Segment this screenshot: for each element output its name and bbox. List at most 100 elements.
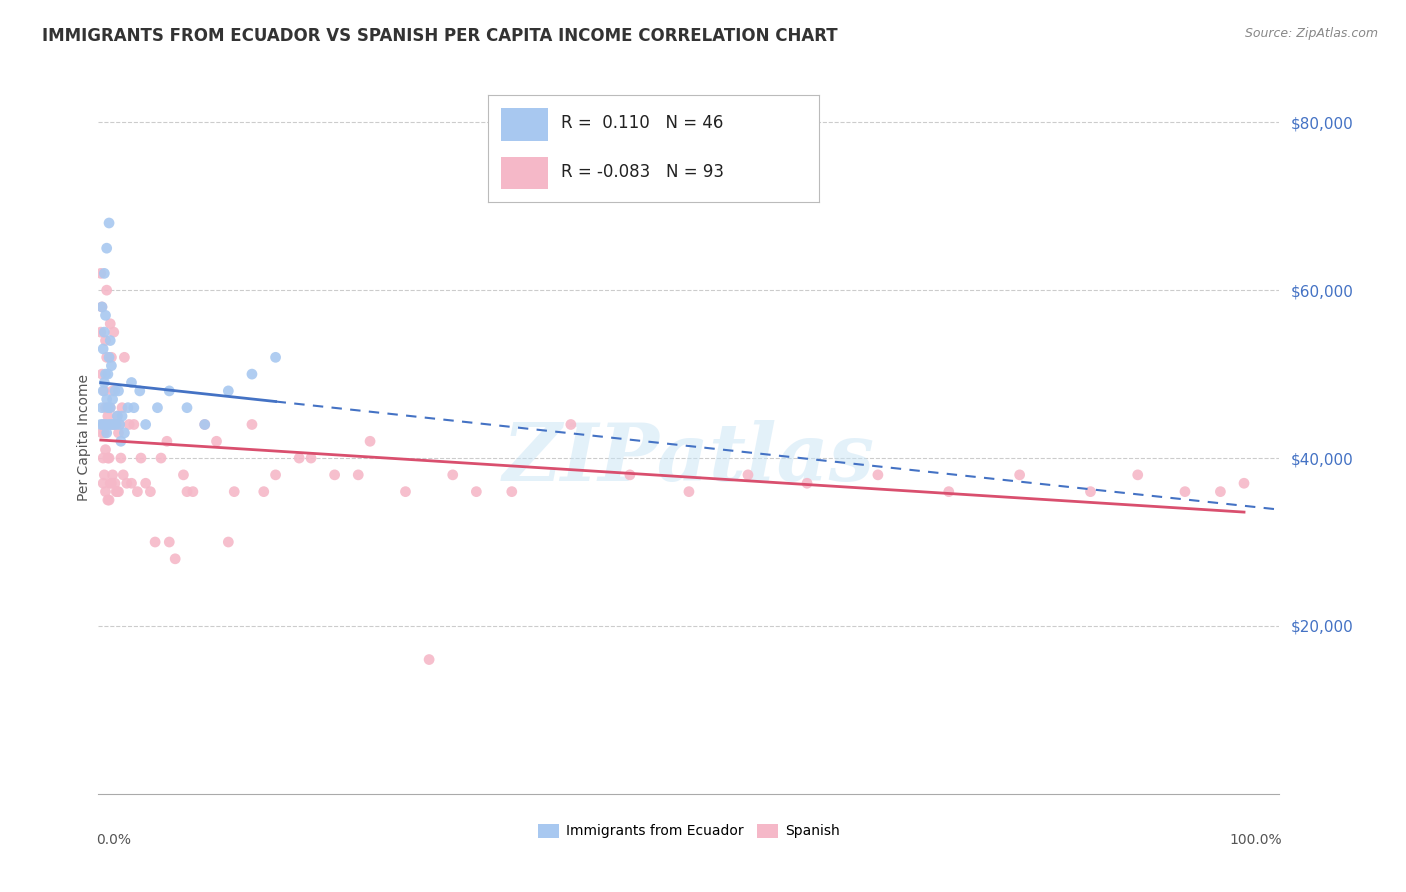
Point <box>146 401 169 415</box>
Point <box>110 434 132 449</box>
Text: Source: ZipAtlas.com: Source: ZipAtlas.com <box>1244 27 1378 40</box>
Point <box>98 317 121 331</box>
Point <box>98 476 121 491</box>
Point <box>418 652 440 666</box>
Point <box>866 467 889 482</box>
Point <box>96 417 118 432</box>
Point <box>101 467 124 482</box>
Point <box>108 417 131 432</box>
Point <box>91 476 114 491</box>
Point <box>394 484 416 499</box>
Point <box>91 342 114 356</box>
Point <box>94 401 117 415</box>
Point <box>111 409 134 423</box>
Point <box>104 476 127 491</box>
Point <box>1080 484 1102 499</box>
Point <box>96 241 118 255</box>
Point <box>91 417 114 432</box>
Point <box>98 417 121 432</box>
Point <box>118 417 141 432</box>
Text: 100.0%: 100.0% <box>1229 833 1282 847</box>
Point <box>100 417 122 432</box>
Point <box>91 300 114 314</box>
Point <box>121 376 143 390</box>
Point <box>96 351 118 365</box>
Point <box>288 451 311 466</box>
Point <box>105 409 128 423</box>
Point <box>112 425 135 440</box>
Point <box>253 484 276 499</box>
Point <box>98 493 121 508</box>
Point <box>94 309 117 323</box>
Point <box>111 401 134 415</box>
Point <box>100 476 122 491</box>
Point <box>156 434 179 449</box>
Point <box>217 384 239 398</box>
Point <box>135 417 157 432</box>
Point <box>100 359 122 373</box>
Point <box>105 417 128 432</box>
Point <box>560 417 582 432</box>
Point <box>98 401 121 415</box>
Point <box>1008 467 1031 482</box>
Point <box>96 283 118 297</box>
Point <box>105 484 128 499</box>
Point <box>93 467 115 482</box>
Point <box>90 325 112 339</box>
Point <box>117 401 139 415</box>
Point <box>107 425 129 440</box>
Point <box>105 409 128 423</box>
Point <box>129 451 152 466</box>
Text: IMMIGRANTS FROM ECUADOR VS SPANISH PER CAPITA INCOME CORRELATION CHART: IMMIGRANTS FROM ECUADOR VS SPANISH PER C… <box>42 27 838 45</box>
Point <box>737 467 759 482</box>
Point <box>94 367 117 381</box>
Point <box>619 467 641 482</box>
Y-axis label: Per Capita Income: Per Capita Income <box>77 374 91 500</box>
Point <box>107 484 129 499</box>
Point <box>176 484 198 499</box>
Point <box>97 493 120 508</box>
Point <box>110 451 132 466</box>
Point <box>97 451 120 466</box>
Point <box>90 417 112 432</box>
Point <box>97 409 120 423</box>
Point <box>181 484 204 499</box>
Point <box>93 376 115 390</box>
Point <box>205 434 228 449</box>
Point <box>98 216 121 230</box>
Point <box>465 484 488 499</box>
Point <box>100 351 122 365</box>
Point <box>103 417 125 432</box>
Point <box>105 417 128 432</box>
Point <box>98 334 121 348</box>
Point <box>101 392 124 407</box>
Point <box>678 484 700 499</box>
Point <box>91 417 114 432</box>
Point <box>93 325 115 339</box>
Point <box>359 434 381 449</box>
Point <box>93 384 115 398</box>
Point <box>101 384 124 398</box>
Point <box>108 417 131 432</box>
Point <box>100 417 122 432</box>
Point <box>217 535 239 549</box>
Point <box>121 476 143 491</box>
Point <box>165 551 187 566</box>
Point <box>157 535 180 549</box>
Point <box>299 451 322 466</box>
Point <box>501 484 523 499</box>
Point <box>264 351 287 365</box>
Point <box>103 417 125 432</box>
Point <box>938 484 960 499</box>
Point <box>194 417 217 432</box>
Point <box>91 401 114 415</box>
Point <box>97 401 120 415</box>
Point <box>104 417 127 432</box>
Point <box>122 401 145 415</box>
Point <box>441 467 464 482</box>
Point <box>128 384 150 398</box>
Point <box>91 425 114 440</box>
Point <box>135 476 157 491</box>
Point <box>112 467 135 482</box>
Point <box>96 392 118 407</box>
